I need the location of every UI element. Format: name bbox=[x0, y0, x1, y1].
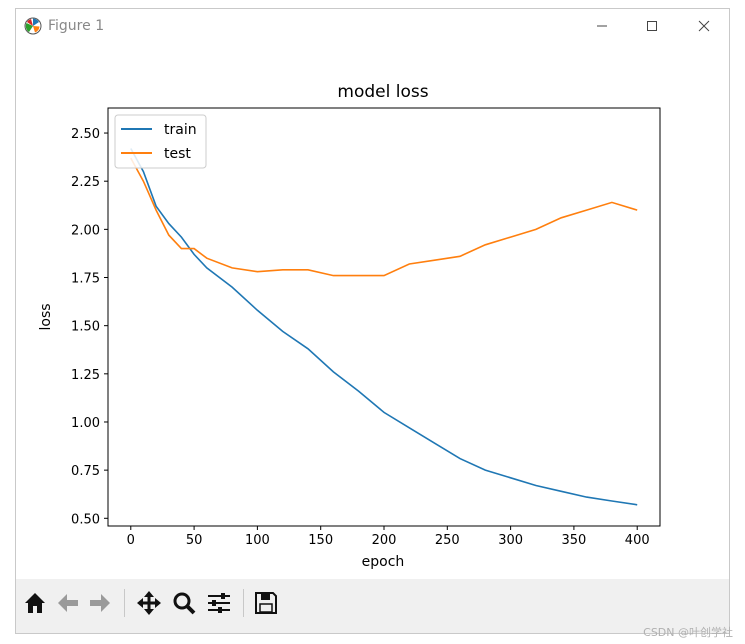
x-tick-label: 0 bbox=[127, 533, 135, 548]
x-tick-label: 400 bbox=[625, 533, 650, 548]
sliders-icon bbox=[208, 593, 230, 613]
maximize-button[interactable] bbox=[629, 13, 675, 39]
x-tick-label: 300 bbox=[498, 533, 523, 548]
x-tick-label: 150 bbox=[308, 533, 333, 548]
chart-title: model loss bbox=[337, 82, 428, 102]
window-title: Figure 1 bbox=[48, 18, 105, 34]
toolbar-separator bbox=[243, 589, 244, 617]
x-tick-label: 250 bbox=[435, 533, 460, 548]
navigation-toolbar bbox=[16, 579, 729, 633]
y-tick-label: 1.25 bbox=[71, 368, 100, 383]
toolbar-separator bbox=[124, 589, 125, 617]
move-icon bbox=[137, 591, 161, 615]
x-tick-label: 50 bbox=[186, 533, 203, 548]
y-tick-label: 1.50 bbox=[71, 320, 100, 335]
x-tick-label: 350 bbox=[561, 533, 586, 548]
minimize-icon bbox=[597, 25, 607, 27]
floppy-disk-icon bbox=[255, 592, 277, 614]
legend: train test bbox=[114, 114, 207, 169]
figure-canvas[interactable]: model loss 0 50 100 150 200 250 300 350 400 0.50 0… bbox=[16, 43, 729, 579]
legend-train-label: train bbox=[164, 122, 197, 138]
loss-chart[interactable]: model loss 0 50 100 150 200 250 300 350 400 0.50 0… bbox=[16, 43, 729, 579]
home-icon bbox=[25, 593, 45, 613]
maximize-icon bbox=[647, 21, 657, 31]
configure-subplots-button[interactable] bbox=[204, 588, 234, 618]
minimize-button[interactable] bbox=[579, 13, 625, 39]
legend-test-label: test bbox=[164, 146, 191, 162]
forward-button[interactable] bbox=[85, 588, 115, 618]
arrow-left-icon bbox=[58, 594, 78, 612]
y-tick-label: 0.50 bbox=[71, 512, 100, 527]
save-button[interactable] bbox=[251, 588, 281, 618]
matplotlib-logo-icon bbox=[24, 17, 42, 35]
pan-button[interactable] bbox=[134, 588, 164, 618]
y-tick-label: 0.75 bbox=[71, 464, 100, 479]
figure-window: Figure 1 model loss 0 50 100 150 200 250 300 35… bbox=[15, 8, 730, 634]
x-tick-label: 100 bbox=[245, 533, 270, 548]
close-icon bbox=[698, 20, 710, 32]
watermark: CSDN @叶创学社 bbox=[643, 626, 733, 639]
y-axis-label: loss bbox=[38, 303, 54, 330]
series-line-test bbox=[130, 157, 638, 277]
y-tick-label: 2.25 bbox=[71, 175, 100, 190]
magnifier-icon bbox=[173, 592, 196, 615]
series-line-train bbox=[130, 148, 638, 506]
zoom-button[interactable] bbox=[169, 588, 199, 618]
arrow-right-icon bbox=[90, 594, 110, 612]
y-tick-label: 1.75 bbox=[71, 272, 100, 287]
title-bar[interactable]: Figure 1 bbox=[16, 9, 729, 43]
y-tick-label: 2.50 bbox=[71, 127, 100, 142]
x-axis-label: epoch bbox=[362, 554, 405, 570]
x-tick-label: 200 bbox=[372, 533, 397, 548]
y-tick-label: 1.00 bbox=[71, 416, 100, 431]
close-button[interactable] bbox=[681, 13, 727, 39]
plot-frame bbox=[107, 107, 661, 527]
y-tick-label: 2.00 bbox=[71, 223, 100, 238]
home-button[interactable] bbox=[20, 588, 50, 618]
back-button[interactable] bbox=[53, 588, 83, 618]
